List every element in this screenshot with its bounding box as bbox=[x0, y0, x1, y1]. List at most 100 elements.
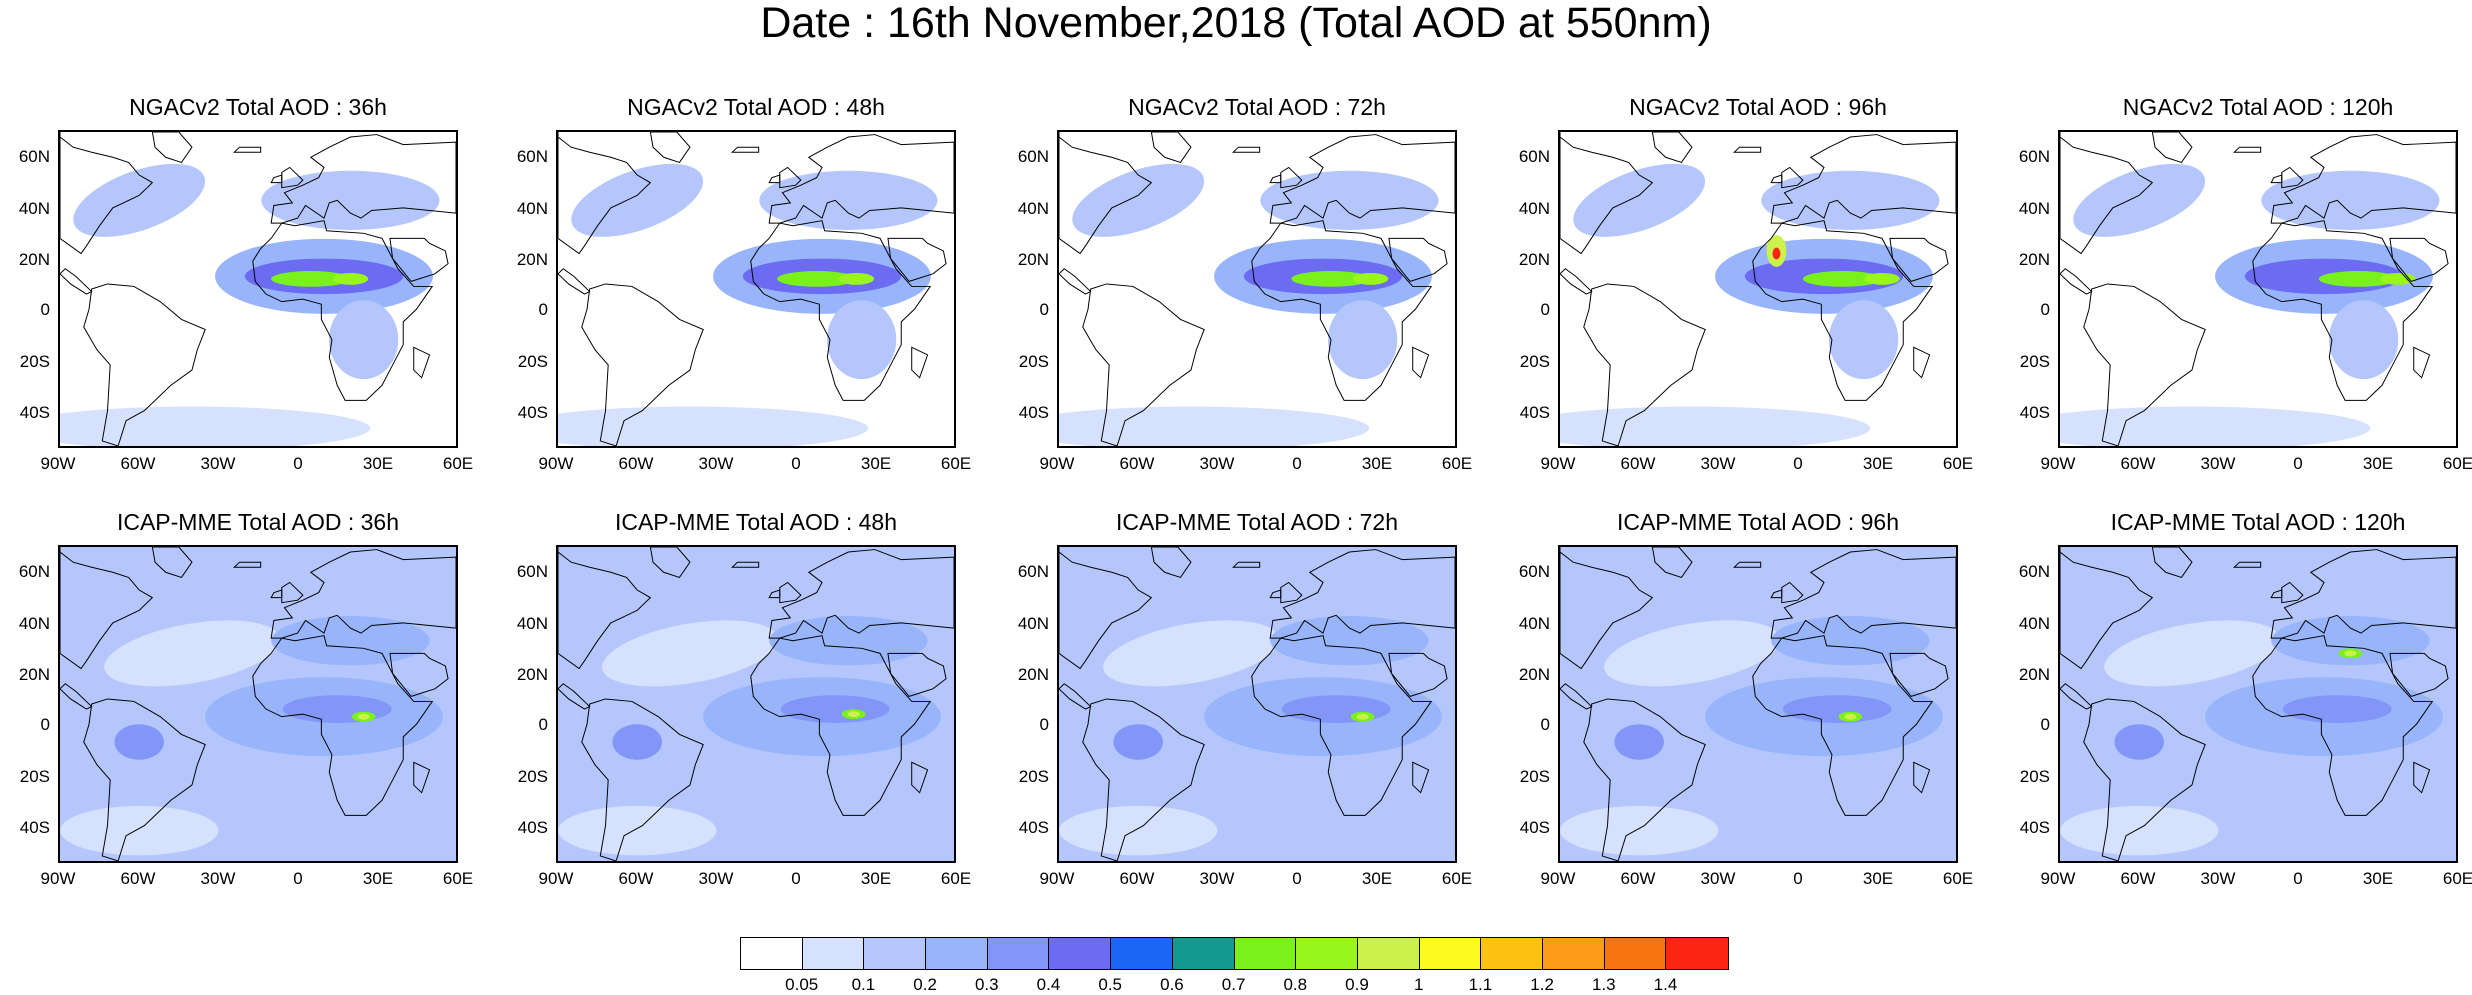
coastlines bbox=[2060, 132, 2456, 446]
coastline bbox=[83, 698, 206, 861]
aod-field bbox=[558, 132, 954, 446]
coastline bbox=[151, 547, 193, 578]
lat-tick-label: 20S bbox=[2019, 766, 2050, 786]
lat-tick-label: 20N bbox=[1518, 249, 1550, 269]
lon-tick-label: 60E bbox=[1441, 869, 1473, 888]
lat-tick-label: 20N bbox=[18, 664, 50, 684]
aod-field-shade bbox=[1356, 713, 1369, 720]
panel-title: NGACv2 Total AOD : 120h bbox=[2122, 94, 2394, 120]
aod-field-shade bbox=[1802, 270, 1883, 287]
lon-tick-label: 60E bbox=[442, 454, 474, 473]
lat-tick-label: 40N bbox=[1017, 198, 1049, 218]
colorbar-swatch bbox=[1666, 938, 1728, 969]
aod-field-shade bbox=[838, 272, 875, 285]
coastline bbox=[2413, 346, 2431, 379]
lon-tick-label: 60E bbox=[1942, 869, 1974, 888]
coastline bbox=[60, 683, 93, 710]
coastline bbox=[911, 761, 929, 794]
lon-tick-label: 30W bbox=[200, 869, 236, 888]
lon-tick-label: 60E bbox=[2442, 454, 2472, 473]
lat-tick-label: 60N bbox=[18, 562, 50, 582]
coastline bbox=[2270, 549, 2456, 639]
coastline bbox=[1913, 346, 1931, 379]
panel-title: NGACv2 Total AOD : 72h bbox=[1128, 94, 1386, 120]
lon-tick-label: 90W bbox=[2040, 869, 2076, 888]
lon-tick-label: 90W bbox=[538, 454, 574, 473]
colorbar-swatch bbox=[1234, 938, 1297, 969]
coastline bbox=[1269, 134, 1455, 224]
lat-tick-label: 20S bbox=[1018, 351, 1049, 371]
lon-tick-label: 90W bbox=[538, 869, 574, 888]
coastline bbox=[1059, 268, 1092, 295]
coastline bbox=[233, 561, 262, 568]
lat-tick-label: 40S bbox=[19, 402, 50, 422]
aod-field bbox=[60, 132, 456, 446]
lat-tick-label: 40N bbox=[516, 198, 548, 218]
aod-field-shade bbox=[1113, 724, 1163, 760]
coastline bbox=[413, 761, 431, 794]
colorbar-swatch bbox=[741, 938, 803, 969]
lat-tick-label: 20S bbox=[19, 351, 50, 371]
coastline bbox=[1889, 652, 1949, 697]
lat-tick-label: 40S bbox=[2019, 402, 2050, 422]
coastline bbox=[1889, 237, 1949, 282]
lon-tick-label: 60W bbox=[120, 454, 156, 473]
lon-tick-label: 60W bbox=[120, 869, 156, 888]
coastline bbox=[768, 134, 954, 224]
aod-field-shade bbox=[261, 170, 440, 230]
aod-field-shade bbox=[571, 163, 704, 237]
lat-tick-label: 40S bbox=[517, 817, 548, 837]
lon-tick-label: 90W bbox=[40, 869, 76, 888]
aod-field-shade bbox=[1828, 300, 1899, 380]
lat-tick-label: 60N bbox=[516, 147, 548, 167]
aod-field-shade bbox=[271, 270, 351, 287]
lon-tick-label: 60W bbox=[1119, 869, 1155, 888]
aod-field-shade bbox=[1782, 695, 1892, 723]
coastline bbox=[1733, 561, 1762, 568]
lon-tick-label: 60W bbox=[1620, 869, 1656, 888]
colorbar-label: 0.2 bbox=[913, 975, 937, 994]
coastline bbox=[2060, 683, 2093, 710]
coastline bbox=[1059, 547, 1153, 670]
map-plot bbox=[1059, 132, 1455, 446]
lon-tick-label: 60W bbox=[1620, 454, 1656, 473]
lon-tick-label: 0 bbox=[1793, 454, 1803, 473]
coastline bbox=[750, 220, 932, 401]
coastline bbox=[1059, 132, 1153, 255]
colorbar bbox=[740, 937, 1729, 970]
coastline bbox=[151, 132, 193, 163]
aod-field bbox=[1560, 132, 1956, 446]
aod-field-shade bbox=[1352, 272, 1389, 285]
aod-field-shade bbox=[1604, 620, 1780, 687]
aod-field-shade bbox=[114, 724, 164, 760]
lat-tick-label: 0 bbox=[1540, 714, 1550, 734]
lon-tick-label: 30E bbox=[362, 869, 394, 888]
colorbar-swatch bbox=[1049, 938, 1112, 969]
lat-tick-label: 40N bbox=[1518, 198, 1550, 218]
panel-title: NGACv2 Total AOD : 36h bbox=[129, 94, 387, 120]
coastline bbox=[83, 283, 206, 446]
coastline bbox=[1770, 174, 1783, 184]
aod-field-shade bbox=[60, 406, 371, 446]
panel-title: NGACv2 Total AOD : 48h bbox=[627, 94, 885, 120]
aod-field-shade bbox=[1772, 247, 1781, 260]
aod-field-shade bbox=[2344, 650, 2357, 657]
aod-field bbox=[558, 547, 954, 861]
coastline bbox=[1752, 220, 1934, 401]
coastline bbox=[768, 174, 781, 184]
lon-tick-label: 30E bbox=[2362, 454, 2394, 473]
aod-field-shade bbox=[2060, 406, 2371, 446]
lon-tick-label: 30E bbox=[1862, 869, 1894, 888]
aod-field-shade bbox=[847, 711, 860, 718]
coastline bbox=[1251, 220, 1433, 401]
coastline bbox=[2270, 589, 2283, 599]
panel-title: ICAP-MME Total AOD : 72h bbox=[1115, 509, 1399, 535]
lon-tick-label: 30W bbox=[1199, 869, 1235, 888]
coastline bbox=[1560, 683, 1593, 710]
coastline bbox=[1560, 268, 1593, 295]
coastline bbox=[2252, 635, 2434, 816]
lat-tick-label: 40N bbox=[1518, 613, 1550, 633]
coastline bbox=[2060, 547, 2154, 670]
lat-tick-label: 40S bbox=[1519, 817, 1550, 837]
coastline bbox=[389, 652, 449, 697]
